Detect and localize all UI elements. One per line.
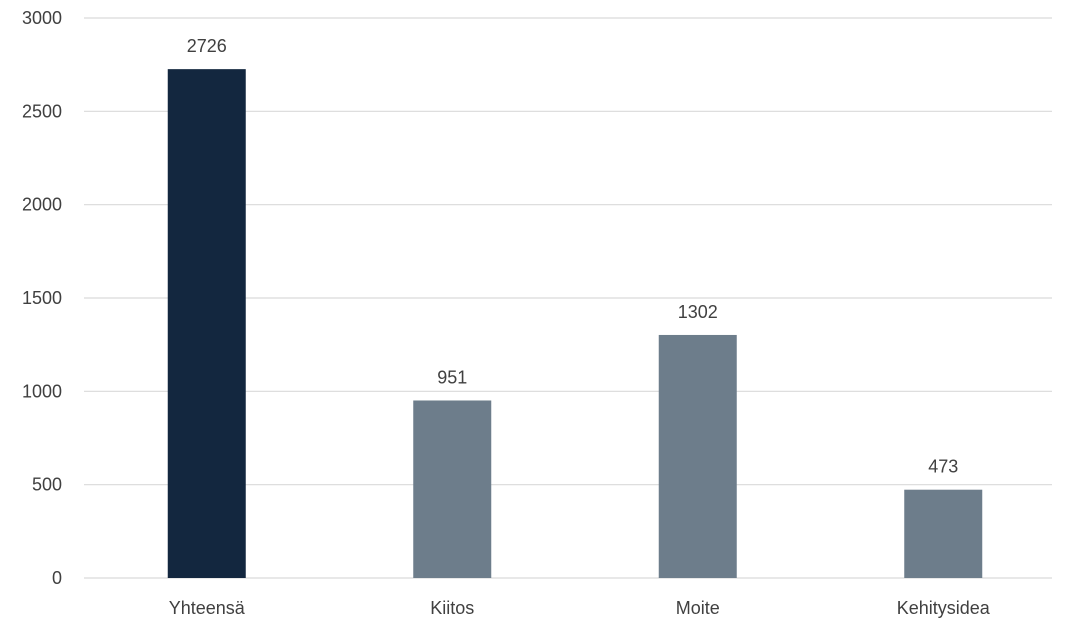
data-label-kiitos: 951 — [437, 367, 467, 387]
y-tick-label-0: 0 — [52, 568, 62, 588]
category-label-moite: Moite — [676, 598, 720, 618]
bars — [167, 69, 983, 578]
y-tick-label-1000: 1000 — [22, 381, 62, 401]
category-label-kehitysidea: Kehitysidea — [897, 598, 991, 618]
y-axis-ticks: 0 500 1000 1500 2000 2500 3000 — [22, 8, 62, 588]
category-label-kiitos: Kiitos — [430, 598, 474, 618]
bar-yhteens- — [167, 69, 246, 578]
y-tick-label-1500: 1500 — [22, 288, 62, 308]
bar-moite — [658, 334, 737, 578]
category-label-yhteens-: Yhteensä — [169, 598, 246, 618]
bar-kehitysidea — [904, 489, 983, 578]
data-label-kehitysidea: 473 — [928, 457, 958, 477]
data-labels: 2726 951 1302 473 — [187, 36, 959, 477]
data-label-yhteens-: 2726 — [187, 36, 227, 56]
y-tick-label-500: 500 — [32, 475, 62, 495]
data-label-moite: 1302 — [678, 302, 718, 322]
y-tick-label-3000: 3000 — [22, 8, 62, 28]
y-tick-label-2000: 2000 — [22, 195, 62, 215]
y-tick-label-2500: 2500 — [22, 101, 62, 121]
bar-kiitos — [413, 400, 492, 578]
x-axis-categories: Yhteensä Kiitos Moite Kehitysidea — [169, 598, 991, 618]
